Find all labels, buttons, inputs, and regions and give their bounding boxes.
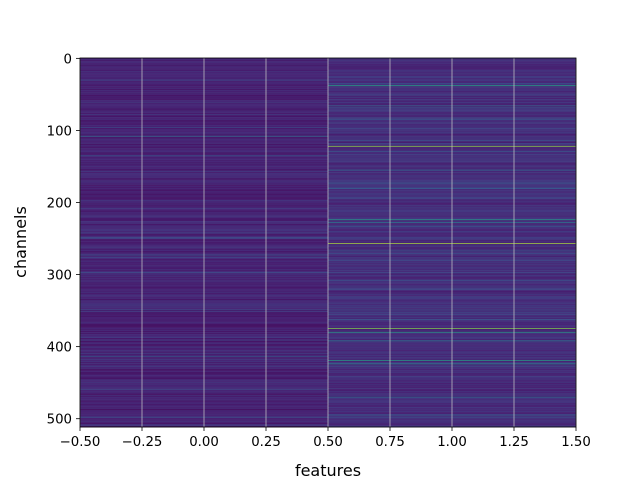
y-axis-label: channels [11, 206, 30, 278]
x-tick-label: −0.25 [122, 435, 163, 450]
y-tick-label: 400 [47, 341, 72, 356]
y-axis: 0 100 200 300 400 500 [47, 52, 80, 428]
x-axis-label: features [295, 461, 361, 480]
y-tick-label: 500 [47, 413, 72, 428]
x-tick-label: −0.50 [60, 435, 101, 450]
plot-area [79, 57, 577, 428]
x-tick-label: 1.50 [561, 435, 591, 450]
x-axis: −0.50 −0.25 0.00 0.25 0.50 0.75 1.00 1.25 1.50 [60, 427, 591, 450]
y-tick-label: 200 [47, 197, 72, 212]
x-tick-label: 1.00 [437, 435, 467, 450]
x-tick-label: 0.75 [375, 435, 405, 450]
x-tick-label: 0.25 [251, 435, 281, 450]
x-tick-label: 0.00 [189, 435, 219, 450]
y-tick-label: 100 [47, 124, 72, 139]
y-tick-label: 0 [64, 52, 72, 67]
x-tick-label: 1.25 [499, 435, 529, 450]
y-tick-label: 300 [47, 269, 72, 284]
x-tick-label: 0.50 [313, 435, 343, 450]
